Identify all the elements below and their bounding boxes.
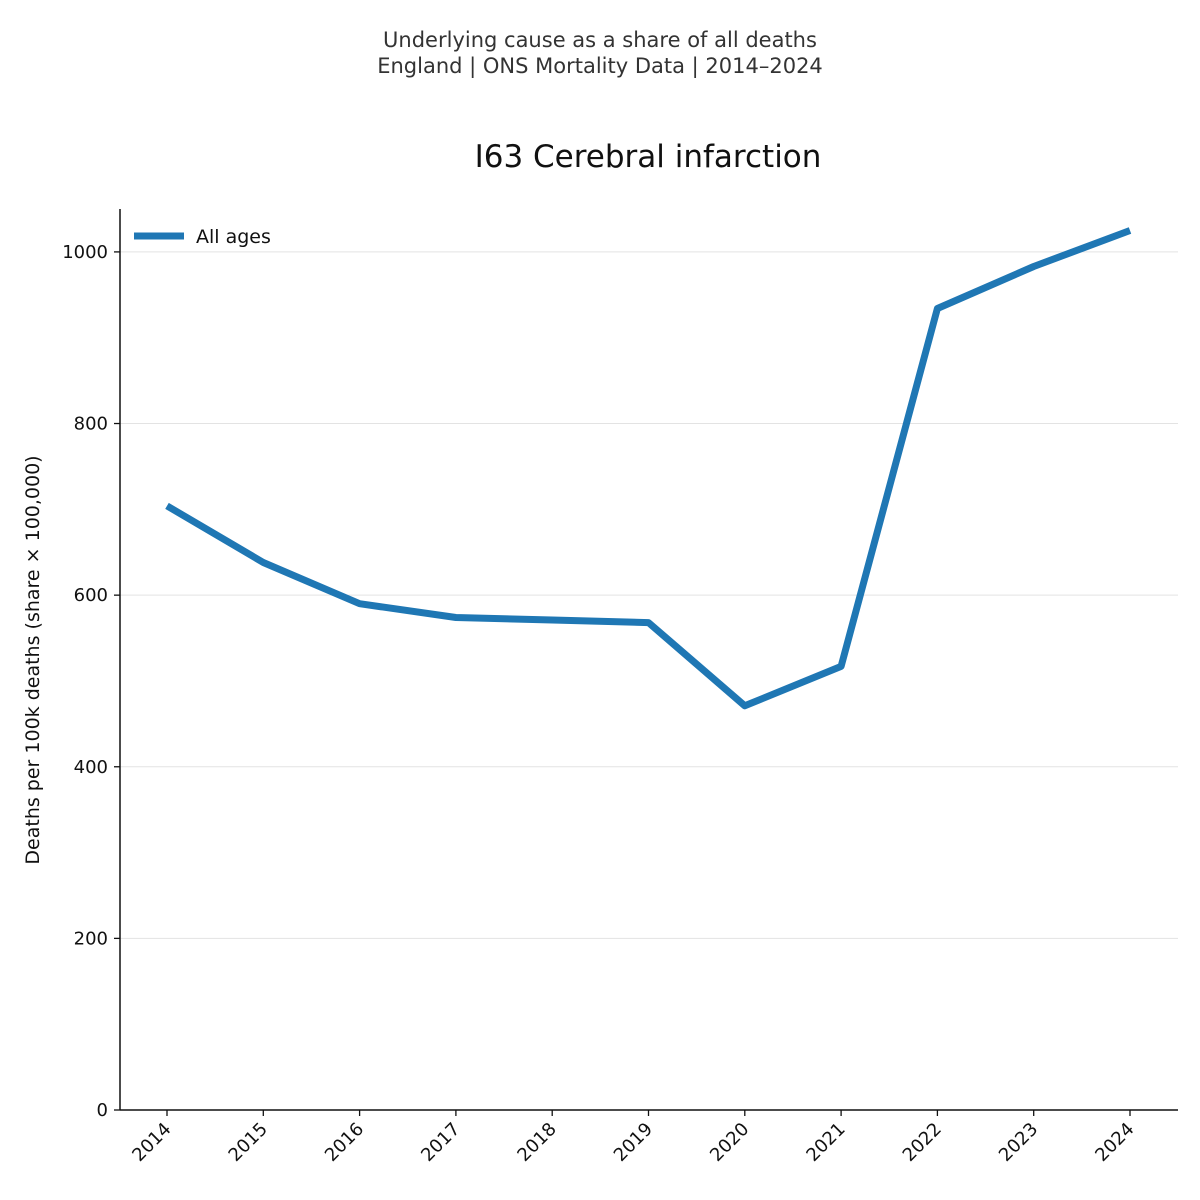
series-layer [165, 227, 1132, 710]
x-axis: 2014 2015 2016 2017 2018 2019 2020 2021 2022 2023… [120, 1109, 1178, 1166]
x-tick-label-2022: 2022 [899, 1119, 946, 1166]
x-tick-label-2024: 2024 [1091, 1119, 1138, 1166]
y-tick-label-400: 400 [74, 757, 108, 778]
x-tick-label-2021: 2021 [802, 1119, 849, 1166]
legend: All ages [134, 226, 271, 248]
suptitle-line-2: England | ONS Mortality Data | 2014–2024 [377, 54, 823, 79]
y-tick-label-1000: 1000 [62, 242, 108, 263]
x-tick-label-2019: 2019 [610, 1119, 657, 1166]
y-tick-label-600: 600 [74, 585, 108, 606]
x-tick-label-2017: 2017 [417, 1119, 464, 1166]
y-tick-label-0: 0 [97, 1100, 108, 1121]
x-tick-label-2015: 2015 [225, 1119, 272, 1166]
y-tick-label-800: 800 [74, 414, 108, 435]
series-line-all-ages [165, 227, 1132, 710]
x-tick-label-2018: 2018 [513, 1119, 560, 1166]
x-tick-label-2016: 2016 [321, 1119, 368, 1166]
x-tick-label-2014: 2014 [128, 1119, 175, 1166]
y-axis: 0 200 400 600 800 1000 [62, 209, 121, 1121]
x-tick-label-2023: 2023 [995, 1119, 1042, 1166]
y-tick-label-200: 200 [74, 928, 108, 949]
chart-suptitle: Underlying cause as a share of all death… [377, 28, 823, 79]
y-axis-label: Deaths per 100k deaths (share × 100,000) [22, 455, 44, 864]
chart-title: I63 Cerebral infarction [475, 139, 822, 175]
gridlines [120, 251, 1178, 939]
x-tick-label-2020: 2020 [706, 1119, 753, 1166]
suptitle-line-1: Underlying cause as a share of all death… [383, 28, 817, 52]
legend-label-all-ages: All ages [196, 226, 271, 248]
